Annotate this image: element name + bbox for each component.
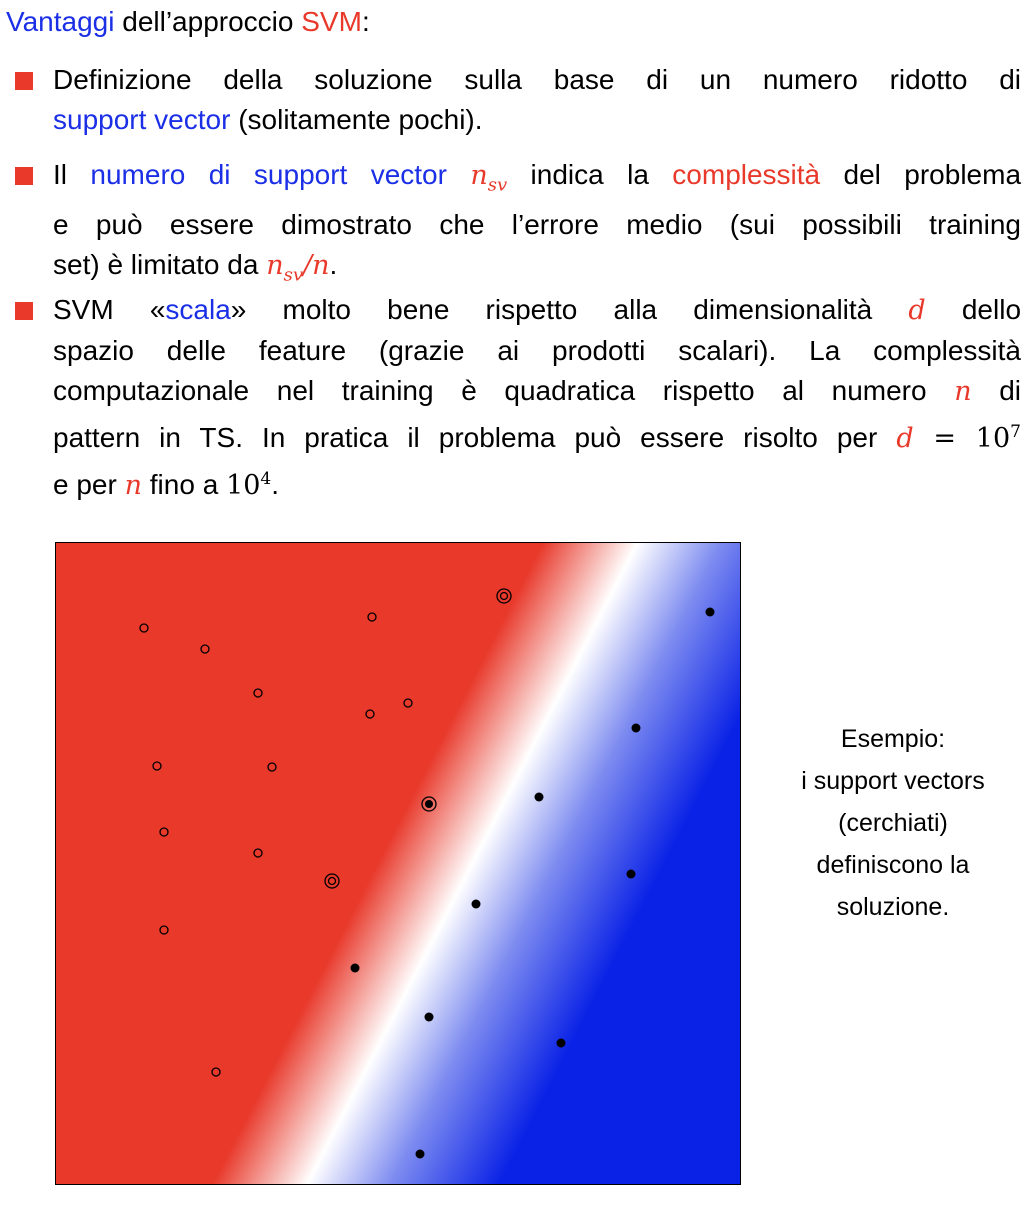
bullet-3-line-4: pattern in TS. In pratica il problema pu… — [53, 412, 1021, 459]
sample-blue-class — [705, 607, 715, 617]
bullet-item-2: Il numero di support vector nsv indica l… — [15, 155, 1021, 296]
numero-support-vector-term: numero di support vector — [90, 159, 447, 190]
figure-caption: Esempio: i support vectors (cerchiati) d… — [768, 718, 1018, 928]
math-nsv-sub: sv — [487, 174, 508, 196]
sample-red-class — [403, 698, 413, 708]
bullet-3-text-h: fino a — [142, 469, 227, 500]
heading-colon: : — [361, 6, 370, 37]
math-n: n — [954, 376, 972, 407]
svm-classification-figure — [55, 542, 741, 1185]
bullet-3-line-5: e per n fino a 104. — [53, 459, 1021, 506]
decision-region-background — [56, 543, 740, 1184]
sample-red-class — [367, 612, 377, 622]
sample-red-class — [253, 688, 263, 698]
sample-blue-class — [350, 963, 360, 973]
math-eq-exp: 7 — [1010, 422, 1021, 442]
math-d: d — [908, 295, 926, 326]
math-10-4-exp: 4 — [260, 469, 272, 489]
svm-decision-plot — [56, 543, 740, 1184]
support-vector-red — [324, 873, 340, 889]
sample-red-class — [253, 848, 263, 858]
math-eq-base: = 10 — [913, 423, 1011, 454]
bullet-3-text-e: di — [971, 375, 1021, 406]
bullet-2-text-a: Il — [53, 159, 91, 190]
math-nsv2-base: n — [266, 250, 284, 282]
complessita-term: complessità — [672, 159, 821, 190]
bullet-item-3: SVM «scala» molto bene rispetto alla dim… — [15, 290, 1021, 506]
math-d-2: d — [896, 423, 914, 454]
bullet-3-line-2: spazio delle feature (grazie ai prodotti… — [53, 335, 1021, 366]
bullet-2-line-1: Il numero di support vector nsv indica l… — [53, 155, 1021, 205]
math-nsv-over-n: nsv/n — [266, 250, 330, 285]
math-eq-10-7: = 107 — [913, 422, 1021, 454]
scala-term: scala — [165, 294, 231, 325]
bullet-3-text-d: computazionale nel training è quadratica… — [53, 375, 955, 406]
sample-red-class — [211, 1067, 221, 1077]
bullet-3-text-b: » molto bene rispetto alla dimensionalit… — [230, 294, 909, 325]
caption-line-1: Esempio: — [840, 725, 946, 753]
sample-red-class — [159, 827, 169, 837]
bullet-3-text-g: e per — [53, 469, 125, 500]
sample-blue-class — [415, 1149, 425, 1159]
math-nsv: nsv — [470, 160, 507, 195]
support-vector-red — [496, 588, 512, 604]
sample-red-class — [139, 623, 149, 633]
math-10-4-base: 10 — [226, 470, 261, 501]
bullet-2-text-c: del problema — [820, 159, 1022, 190]
support-vector-blue — [421, 796, 437, 812]
caption-line-5: soluzione. — [836, 893, 950, 921]
caption-line-4: definiscono la — [816, 851, 970, 879]
bullet-square-icon — [15, 302, 33, 320]
math-div-n: /n — [303, 250, 330, 282]
bullet-3-line-1: SVM «scala» molto bene rispetto alla dim… — [53, 290, 1021, 331]
bullet-3-text-a: SVM « — [53, 294, 166, 325]
bullet-3-period: . — [271, 469, 280, 500]
caption-line-2: i support vectors — [801, 767, 985, 795]
bullet-2-line-2: e può essere dimostrato che l’errore med… — [53, 209, 1021, 241]
bullet-1-line-1: Definizione della soluzione sulla base d… — [53, 64, 1021, 95]
heading-vantaggi: Vantaggi — [6, 6, 115, 37]
sample-blue-class — [534, 792, 544, 802]
math-nsv2-sub: sv — [283, 264, 303, 286]
support-vector-term: support vector — [53, 104, 231, 135]
bullet-3-text-c: dello — [925, 294, 1022, 325]
sample-blue-class — [424, 1012, 434, 1022]
sample-red-class — [159, 925, 169, 935]
sample-red-class — [152, 761, 162, 771]
bullet-1-line-2: support vector (solitamente pochi). — [53, 100, 1021, 140]
math-n-2: n — [124, 470, 142, 501]
bullet-square-icon — [15, 72, 33, 90]
bullet-square-icon — [15, 167, 33, 185]
bullet-2-line-3: set) è limitato da nsv/n. — [53, 245, 1021, 295]
bullet-2-period: . — [329, 249, 338, 281]
sample-red-class — [365, 709, 375, 719]
slide-heading: Vantaggi dell’approccio SVM: — [6, 2, 370, 42]
bullet-item-1: Definizione della soluzione sulla base d… — [15, 60, 1021, 140]
bullet-3-line-3: computazionale nel training è quadratica… — [53, 371, 1021, 412]
sample-blue-class — [556, 1038, 566, 1048]
math-10-4: 104 — [226, 469, 272, 501]
bullet-2-text-b: indica la — [507, 159, 673, 190]
math-nsv-base: n — [470, 160, 488, 191]
sample-blue-class — [471, 899, 481, 909]
caption-line-3: (cerchiati) — [838, 809, 948, 837]
bullet-2-text-d: set) è limitato da — [53, 249, 267, 281]
heading-middle: dell’approccio — [114, 6, 302, 37]
heading-svm: SVM — [301, 6, 362, 37]
sample-blue-class — [631, 723, 641, 733]
bullet-3-text-f: pattern in TS. In pratica il problema pu… — [53, 422, 897, 453]
sample-red-class — [267, 762, 277, 772]
sample-red-class — [200, 644, 210, 654]
bullet-1-line-2-rest: (solitamente pochi). — [230, 104, 483, 135]
sample-blue-class — [626, 869, 636, 879]
